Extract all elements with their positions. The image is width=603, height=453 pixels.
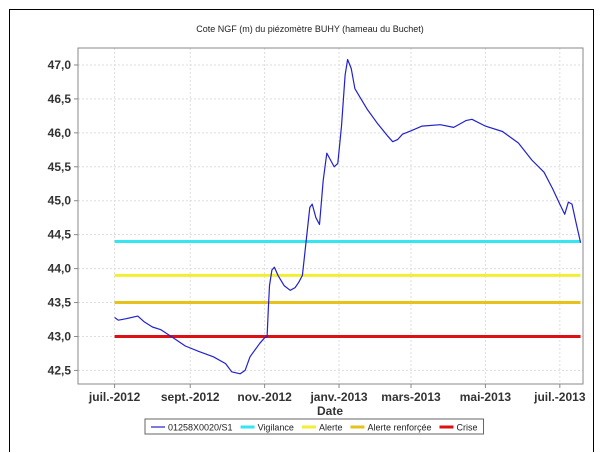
chart: Cote NGF (m) du piézomètre BUHY (hameau … (48, 24, 586, 435)
y-tick-label: 43,5 (48, 296, 72, 310)
x-tick-label: juil.-2012 (88, 390, 141, 404)
x-tick-label: juil.-2013 (533, 390, 586, 404)
y-tick-label: 45,5 (48, 160, 72, 174)
x-axis-label: Date (317, 404, 343, 418)
y-tick-label: 42,5 (48, 363, 72, 377)
y-tick-label: 44,5 (48, 228, 72, 242)
x-tick-label: sept.-2012 (161, 390, 220, 404)
x-tick-label: mai-2013 (460, 390, 512, 404)
legend-label: 01258X0020/S1 (168, 423, 233, 433)
chart-frame: Cote NGF (m) du piézomètre BUHY (hameau … (9, 9, 594, 452)
y-tick-label: 43,0 (48, 329, 72, 343)
plot-area (77, 47, 584, 385)
y-tick-label: 44,0 (48, 262, 72, 276)
legend-label: Vigilance (258, 423, 294, 433)
chart-title: Cote NGF (m) du piézomètre BUHY (hameau … (196, 24, 423, 34)
x-tick-label: nov.-2012 (237, 390, 292, 404)
legend-label: Crise (457, 423, 478, 433)
legend-label: Alerte (319, 423, 343, 433)
y-tick-label: 46,0 (48, 126, 72, 140)
y-tick-label: 45,0 (48, 194, 72, 208)
legend-label: Alerte renforçée (367, 423, 431, 433)
y-tick-label: 46,5 (48, 92, 72, 106)
x-tick-label: janv.-2013 (309, 390, 367, 404)
y-tick-label: 47,0 (48, 58, 72, 72)
series-line-piezometer (114, 58, 582, 375)
x-tick-label: mars-2013 (381, 390, 441, 404)
